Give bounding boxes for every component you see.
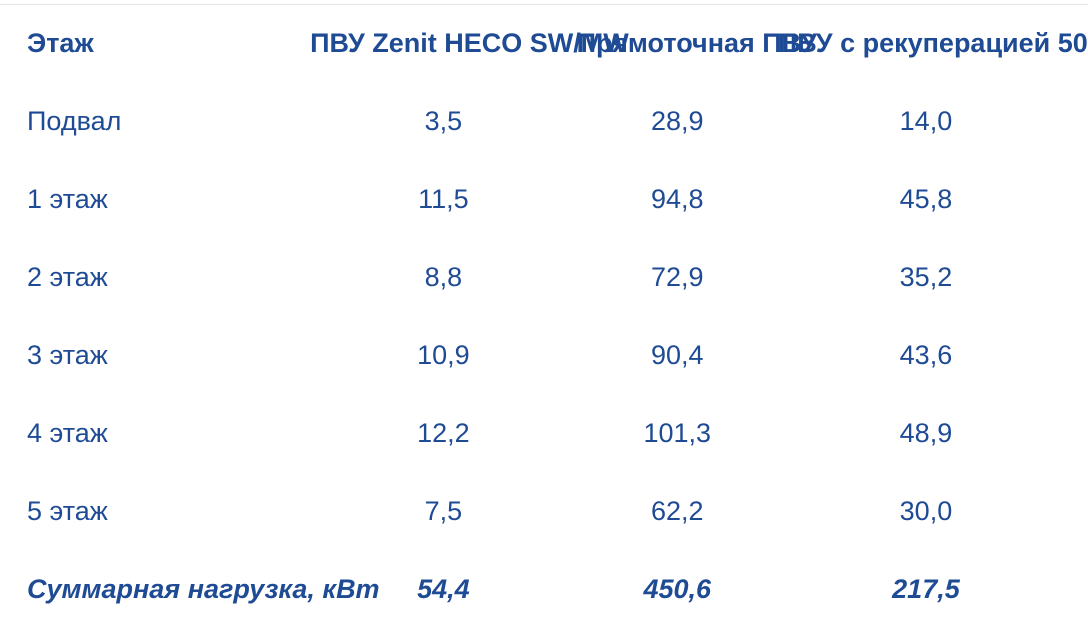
table-row-floor-1: 1 этаж 11,5 94,8 45,8 xyxy=(0,161,1088,239)
recup-value: 45,8 xyxy=(899,184,953,215)
direct-value: 94,8 xyxy=(650,184,704,215)
table-row-floor-5: 5 этаж 7,5 62,2 30,0 xyxy=(0,473,1088,551)
direct-value: 101,3 xyxy=(643,418,712,449)
direct-value: 28,9 xyxy=(650,106,704,137)
table-row-basement: Подвал 3,5 28,9 14,0 xyxy=(0,83,1088,161)
header-row: Этаж ПВУ Zenit HECO SW/MW Прямоточная ПВ… xyxy=(0,5,1088,84)
zenit-value: 3,5 xyxy=(424,106,463,137)
floor-label: 1 этаж xyxy=(27,184,108,215)
recup-value: 30,0 xyxy=(899,496,953,527)
total-recup-value: 217,5 xyxy=(892,574,960,605)
floor-label: 4 этаж xyxy=(27,418,108,449)
column-header-recuperation: ПВУ с рекуперацией 50% xyxy=(777,28,1088,59)
total-zenit-value: 54,4 xyxy=(417,574,470,605)
column-header-floor: Этаж xyxy=(27,28,94,59)
direct-value: 90,4 xyxy=(650,340,704,371)
zenit-value: 10,9 xyxy=(417,340,470,371)
floor-label: 5 этаж xyxy=(27,496,108,527)
zenit-value: 11,5 xyxy=(418,184,469,215)
column-header-zenit-heco: ПВУ Zenit HECO SW/MW xyxy=(310,28,629,59)
recup-value: 43,6 xyxy=(899,340,953,371)
table-row-floor-4: 4 этаж 12,2 101,3 48,9 xyxy=(0,395,1088,473)
recup-value: 48,9 xyxy=(899,418,953,449)
direct-value: 62,2 xyxy=(650,496,704,527)
ventilation-load-comparison-table: Этаж ПВУ Zenit HECO SW/MW Прямоточная ПВ… xyxy=(0,4,1088,629)
table-row-floor-2: 2 этаж 8,8 72,9 35,2 xyxy=(0,239,1088,317)
table-row-floor-3: 3 этаж 10,9 90,4 43,6 xyxy=(0,317,1088,395)
total-row: Суммарная нагрузка, кВт 54,4 450,6 217,5 xyxy=(0,551,1088,629)
recup-value: 14,0 xyxy=(899,106,953,137)
recup-value: 35,2 xyxy=(899,262,953,293)
floor-label: 3 этаж xyxy=(27,340,108,371)
zenit-value: 7,5 xyxy=(424,496,463,527)
floor-label: 2 этаж xyxy=(27,262,108,293)
direct-value: 72,9 xyxy=(650,262,704,293)
total-label: Суммарная нагрузка, кВт xyxy=(27,574,380,605)
floor-label: Подвал xyxy=(27,106,122,137)
column-header-direct-flow: Прямоточная ПВУ xyxy=(576,28,817,59)
total-direct-value: 450,6 xyxy=(643,574,712,605)
zenit-value: 8,8 xyxy=(424,262,463,293)
zenit-value: 12,2 xyxy=(417,418,470,449)
